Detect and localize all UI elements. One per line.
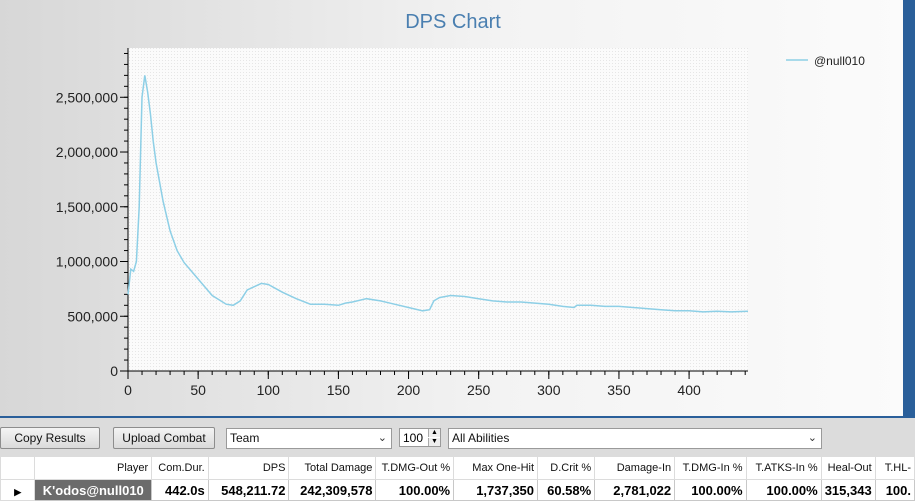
table-cell[interactable]: 100.00% bbox=[674, 479, 747, 501]
table-row[interactable]: ▶ K'odos@null010 442.0s 548,211.72 242,309,5… bbox=[0, 479, 915, 501]
table-cell[interactable]: 2,781,022 bbox=[594, 479, 676, 501]
y-tick-label: 500,000 bbox=[67, 308, 118, 324]
spin-down-icon[interactable]: ▼ bbox=[428, 438, 440, 446]
table-cell[interactable]: 548,211.72 bbox=[207, 479, 290, 501]
table-header-row: Player Com.Dur. DPS Total Damage T.DMG-Out %… bbox=[0, 456, 915, 480]
y-tick-label: 1,500,000 bbox=[56, 199, 118, 215]
x-tick-label: 300 bbox=[537, 382, 561, 398]
chevron-down-icon: ⌄ bbox=[377, 432, 387, 444]
column-header[interactable]: T.DMG-Out % bbox=[375, 456, 455, 480]
legend: @null010 bbox=[786, 54, 865, 68]
table-cell[interactable]: 1,737,350 bbox=[453, 479, 539, 501]
x-tick-label: 0 bbox=[124, 382, 132, 398]
table-cell[interactable]: 100.00% bbox=[745, 479, 822, 501]
table-cell[interactable]: K'odos@null010 bbox=[34, 479, 153, 501]
table-cell[interactable]: 60.58% bbox=[537, 479, 596, 501]
spin-up-icon[interactable]: ▲ bbox=[428, 429, 440, 437]
x-tick-label: 150 bbox=[327, 382, 351, 398]
y-tick-label: 2,000,000 bbox=[56, 144, 118, 160]
team-select[interactable]: Team ⌄ bbox=[226, 428, 392, 449]
column-header[interactable]: Max One-Hit bbox=[453, 456, 539, 480]
abilities-select[interactable]: All Abilities ⌄ bbox=[448, 428, 822, 449]
column-header[interactable]: T.HL- bbox=[874, 456, 915, 480]
column-header[interactable]: Com.Dur. bbox=[151, 456, 209, 480]
column-header[interactable]: T.ATKS-In % bbox=[745, 456, 822, 480]
column-header[interactable]: T.DMG-In % bbox=[674, 456, 747, 480]
abilities-select-value: All Abilities bbox=[452, 431, 510, 445]
legend-label-null010: @null010 bbox=[814, 54, 865, 68]
copy-results-button[interactable]: Copy Results bbox=[0, 427, 100, 449]
chart-panel: DPS Chart 0 500,000 1,000,000 1,500,000 2,00… bbox=[0, 0, 903, 416]
chart-title: DPS Chart bbox=[405, 11, 501, 33]
x-tick-label: 200 bbox=[397, 382, 421, 398]
column-header[interactable]: DPS bbox=[207, 456, 290, 480]
results-table: Player Com.Dur. DPS Total Damage T.DMG-Out %… bbox=[0, 456, 915, 504]
column-header[interactable]: Player bbox=[34, 456, 153, 480]
y-tick-label: 2,500,000 bbox=[56, 89, 118, 105]
table-cell[interactable]: 100.00% bbox=[375, 479, 455, 501]
table-cell[interactable]: 315,343 bbox=[820, 479, 876, 501]
window-edge bbox=[903, 0, 915, 416]
x-tick-label: 350 bbox=[607, 382, 631, 398]
x-tick-label: 400 bbox=[677, 382, 701, 398]
table-cell[interactable]: 100. bbox=[874, 479, 915, 501]
dps-chart: DPS Chart 0 500,000 1,000,000 1,500,000 2,00… bbox=[56, 11, 866, 398]
table-cell[interactable]: 442.0s bbox=[151, 479, 209, 501]
count-value: 100 bbox=[403, 431, 424, 445]
x-tick-label: 50 bbox=[190, 382, 206, 398]
y-tick-label: 1,000,000 bbox=[56, 254, 118, 270]
y-tick-label: 0 bbox=[110, 363, 118, 379]
plot-area bbox=[128, 48, 748, 371]
column-header[interactable]: Total Damage bbox=[288, 456, 377, 480]
row-selector-arrow-icon[interactable]: ▶ bbox=[0, 479, 36, 501]
chevron-down-icon: ⌄ bbox=[807, 432, 817, 444]
team-select-value: Team bbox=[230, 431, 260, 445]
count-stepper[interactable]: 100 ▲ ▼ bbox=[399, 428, 441, 447]
x-tick-label: 250 bbox=[467, 382, 491, 398]
table-cell[interactable]: 242,309,578 bbox=[288, 479, 377, 501]
toolbar: Copy Results Upload Combat Team ⌄ 100 ▲ … bbox=[0, 418, 915, 456]
column-header[interactable]: Damage-In bbox=[594, 456, 676, 480]
x-tick-label: 100 bbox=[257, 382, 281, 398]
column-header[interactable]: Heal-Out bbox=[820, 456, 876, 480]
row-header-corner bbox=[0, 456, 36, 480]
series-line-null010 bbox=[127, 75, 749, 313]
upload-combat-button[interactable]: Upload Combat bbox=[113, 427, 215, 449]
column-header[interactable]: D.Crit % bbox=[537, 456, 596, 480]
